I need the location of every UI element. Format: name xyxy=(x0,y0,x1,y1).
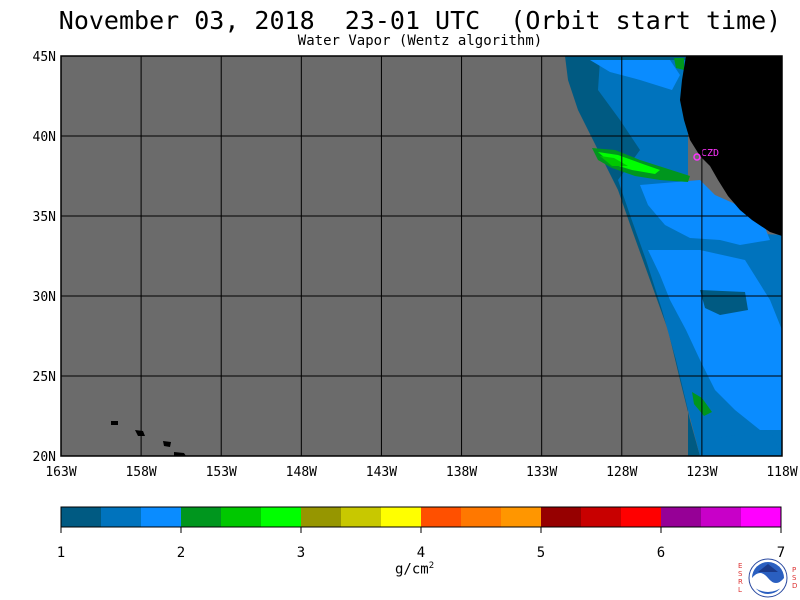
colorbar-swatch xyxy=(101,507,142,527)
noaa-seal-icon xyxy=(748,558,788,598)
longitude-tick-label: 118W xyxy=(766,465,797,480)
colorbar-swatch xyxy=(61,507,102,527)
latitude-tick-label: 25N xyxy=(33,370,56,385)
latitude-tick-label: 45N xyxy=(33,50,56,65)
island xyxy=(111,421,118,425)
logo-right-letters: P S D xyxy=(792,566,798,590)
colorbar-tick-label: 4 xyxy=(417,545,425,561)
colorbar-swatch xyxy=(741,507,782,527)
logo-letter: P xyxy=(792,566,797,574)
land-mass xyxy=(680,56,782,236)
logo-letter: R xyxy=(738,578,743,586)
swath-band-light-north xyxy=(590,60,680,90)
colorbar-swatch xyxy=(341,507,382,527)
colorbar-tick-label: 6 xyxy=(657,545,665,561)
longitude-tick-label: 123W xyxy=(686,465,717,480)
logo-letter: E xyxy=(738,562,743,570)
map-grid xyxy=(61,56,782,456)
hawaii-islands xyxy=(111,421,186,456)
colorbar-swatch xyxy=(701,507,742,527)
latitude-tick-label: 30N xyxy=(33,290,56,305)
colorbar-swatch xyxy=(661,507,702,527)
longitude-tick-label: 158W xyxy=(125,465,156,480)
island xyxy=(163,441,171,447)
longitude-tick-label: 133W xyxy=(526,465,557,480)
colorbar-swatch xyxy=(181,507,222,527)
swath-green-north xyxy=(674,58,684,70)
longitude-tick-label: 153W xyxy=(206,465,237,480)
island xyxy=(174,452,186,456)
colorbar-ticks: 1 2 3 4 5 6 7 xyxy=(57,527,785,561)
page-title: November 03, 2018 23-01 UTC (Orbit start… xyxy=(58,6,782,35)
colorbar-tick-label: 5 xyxy=(537,545,545,561)
station-label: CZD xyxy=(701,148,719,159)
noaa-logo: E S R L P S D xyxy=(736,556,800,600)
longitude-tick-label: 143W xyxy=(366,465,397,480)
latitude-tick-label: 35N xyxy=(33,210,56,225)
longitude-tick-label: 148W xyxy=(286,465,317,480)
swath-green-plume-core xyxy=(598,152,660,174)
colorbar-swatch xyxy=(221,507,262,527)
latitude-tick-label: 20N xyxy=(33,450,56,465)
colorbar-swatch xyxy=(381,507,422,527)
colorbar-tick-label: 3 xyxy=(297,545,305,561)
colorbar-tick-label: 2 xyxy=(177,545,185,561)
logo-left-letters: E S R L xyxy=(738,562,744,594)
longitude-tick-label: 128W xyxy=(606,465,637,480)
colorbar-swatch xyxy=(141,507,182,527)
colorbar-swatch xyxy=(301,507,342,527)
colorbar-swatch xyxy=(501,507,542,527)
logo-letter: S xyxy=(738,570,743,578)
swath-green-plume-mid xyxy=(600,156,628,166)
colorbar-swatch xyxy=(581,507,622,527)
colorbar-units: g/cm2 xyxy=(395,561,434,578)
logo-letter: L xyxy=(738,586,742,594)
map-frame xyxy=(60,55,783,457)
station-marker xyxy=(693,153,701,161)
swath-band-light-mid xyxy=(640,180,770,245)
colorbar-swatch xyxy=(541,507,582,527)
logo-letter: D xyxy=(792,582,798,590)
units-exponent: 2 xyxy=(428,561,435,571)
longitude-tick-label: 163W xyxy=(45,465,76,480)
colorbar-swatch xyxy=(261,507,302,527)
swath-band-light-south xyxy=(648,250,782,430)
latitude-tick-label: 40N xyxy=(33,130,56,145)
colorbar-swatch xyxy=(461,507,502,527)
swath-band-dark-south xyxy=(705,430,782,456)
units-base: g/cm xyxy=(395,561,429,578)
colorbar-tick-label: 1 xyxy=(57,545,65,561)
page-subtitle: Water Vapor (Wentz algorithm) xyxy=(297,33,543,49)
colorbar-swatch xyxy=(621,507,662,527)
longitude-labels: 163W 158W 153W 148W 143W 138W 133W 128W 123W 118W xyxy=(45,465,797,480)
water-vapor-swath xyxy=(565,56,782,456)
logo-letter: S xyxy=(792,574,797,582)
longitude-tick-label: 138W xyxy=(446,465,477,480)
island xyxy=(135,430,145,436)
latitude-labels: 45N 40N 35N 30N 25N 20N xyxy=(33,50,56,465)
colorbar-swatch xyxy=(421,507,462,527)
colorbar-tick-label: 7 xyxy=(777,545,785,561)
colorbar xyxy=(61,507,782,527)
